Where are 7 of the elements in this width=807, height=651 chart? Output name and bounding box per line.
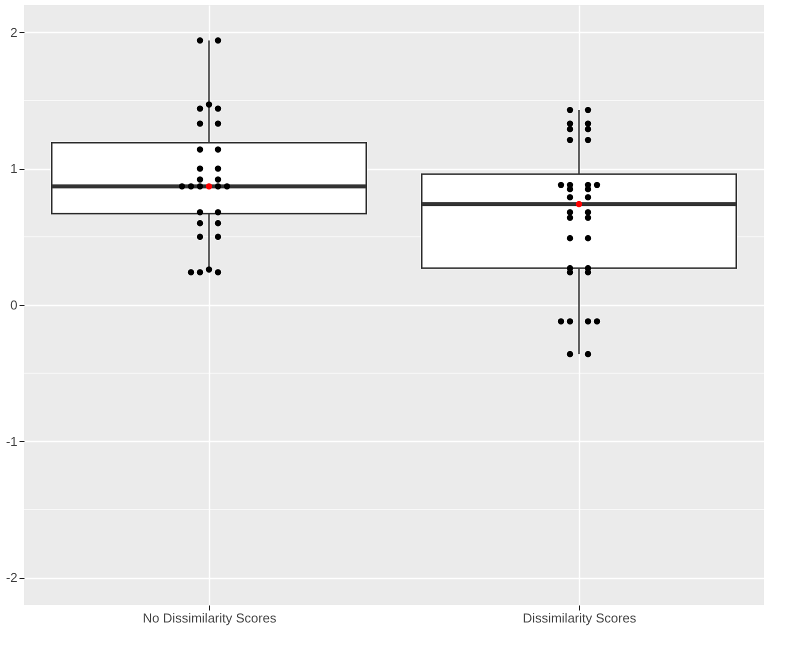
y-tick-label: 0 <box>10 298 18 312</box>
y-tick-label: -2 <box>6 570 18 586</box>
x-tick-label: No Dissimilarity Scores <box>142 610 277 626</box>
y-tick-label: -1 <box>6 434 18 449</box>
y-tick-label: 2 <box>10 24 18 40</box>
x-tick-label: Dissimilarity Scores <box>522 610 637 626</box>
y-tick-label: 1 <box>10 161 18 176</box>
